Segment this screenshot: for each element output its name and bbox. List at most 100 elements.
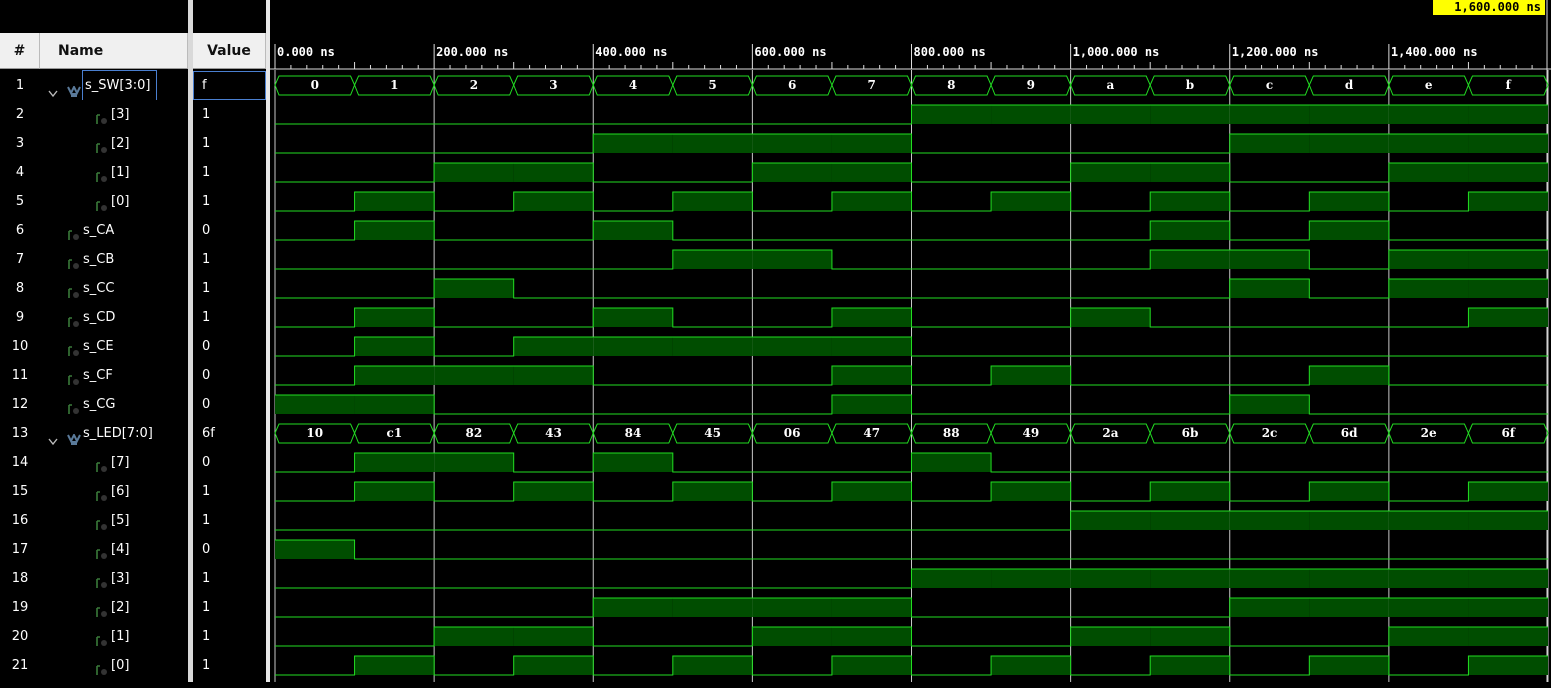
high-level-fill (1150, 221, 1230, 240)
signal-name: s_CF (83, 368, 113, 383)
signal-row[interactable]: 2 [3] 1 (0, 100, 266, 129)
signal-row[interactable]: 6 s_CA 0 (0, 216, 266, 245)
signal-value[interactable]: 0 (193, 448, 266, 477)
signal-name-cell[interactable]: s_SW[3:0] (40, 70, 188, 101)
column-divider[interactable] (188, 0, 193, 682)
high-level-fill (1388, 279, 1469, 298)
signal-name-cell[interactable]: s_CA (40, 216, 188, 245)
signal-name-cell[interactable]: [1] (40, 158, 188, 187)
signal-row[interactable]: 17 [4] 0 (0, 535, 266, 564)
chevron-down-icon[interactable] (48, 80, 58, 109)
signal-name-cell[interactable]: [7] (40, 448, 188, 477)
signal-value[interactable]: 6f (193, 419, 266, 448)
signal-name-cell[interactable]: [3] (40, 100, 188, 129)
signal-row[interactable]: 13 s_LED[7:0] 6f (0, 419, 266, 448)
signal-name-cell[interactable]: [4] (40, 535, 188, 564)
signal-name-cell[interactable]: [3] (40, 564, 188, 593)
signal-name-cell[interactable]: [6] (40, 477, 188, 506)
bus-value-label: 88 (943, 426, 960, 440)
signal-value[interactable]: 0 (193, 332, 266, 361)
waveform-canvas[interactable]: 0.000 ns 200.000 ns 400.000 ns 600.000 ns 80… (270, 0, 1551, 682)
signal-name: s_CE (83, 339, 114, 354)
signal-value[interactable]: 0 (193, 390, 266, 419)
signal-row[interactable]: 12 s_CG 0 (0, 390, 266, 419)
column-header-name[interactable]: Name (40, 33, 188, 69)
signal-row[interactable]: 10 s_CE 0 (0, 332, 266, 361)
signal-name-cell[interactable]: s_CE (40, 332, 188, 361)
signal-row[interactable]: 11 s_CF 0 (0, 361, 266, 390)
signal-value[interactable]: 1 (193, 564, 266, 593)
chevron-down-icon[interactable] (48, 428, 58, 457)
signal-row[interactable]: 9 s_CD 1 (0, 303, 266, 332)
signal-row[interactable]: 3 [2] 1 (0, 129, 266, 158)
signal-name-cell[interactable]: s_CF (40, 361, 188, 390)
signal-row[interactable]: 15 [6] 1 (0, 477, 266, 506)
row-number: 3 (0, 129, 40, 158)
row-number: 1 (0, 71, 40, 100)
bus-segment (1467, 75, 1549, 96)
bus-value-label: 49 (1022, 426, 1039, 440)
bit-waveform (275, 655, 1548, 676)
signal-value[interactable]: 1 (193, 129, 266, 158)
row-number: 19 (0, 593, 40, 622)
signal-row[interactable]: 19 [2] 1 (0, 593, 266, 622)
waveform-view[interactable]: 0.000 ns 200.000 ns 400.000 ns 600.000 ns 80… (270, 0, 1551, 682)
cursor-time-label[interactable]: 1,600.000 ns (1433, 0, 1545, 15)
signal-value[interactable]: f (193, 71, 266, 100)
signal-row[interactable]: 16 [5] 1 (0, 506, 266, 535)
signal-name-cell[interactable]: s_LED[7:0] (40, 419, 188, 448)
signal-value[interactable]: 0 (193, 361, 266, 390)
signal-name-cell[interactable]: [2] (40, 593, 188, 622)
signal-row[interactable]: 14 [7] 0 (0, 448, 266, 477)
high-level-fill (275, 540, 355, 559)
signal-name-cell[interactable]: [2] (40, 129, 188, 158)
high-level-fill (991, 366, 1071, 385)
signal-value[interactable]: 1 (193, 651, 266, 680)
signal-name-cell[interactable]: s_CB (40, 245, 188, 274)
signal-row[interactable]: 5 [0] 1 (0, 187, 266, 216)
high-level-fill (1309, 656, 1389, 675)
column-header-num[interactable]: # (0, 33, 40, 69)
signal-name-cell[interactable]: [1] (40, 622, 188, 651)
signal-value[interactable]: 1 (193, 158, 266, 187)
signal-name: s_SW[3:0] (81, 70, 158, 101)
signal-value[interactable]: 0 (193, 216, 266, 245)
column-header-value[interactable]: Value (193, 33, 266, 69)
signal-row[interactable]: 20 [1] 1 (0, 622, 266, 651)
bus-value-label: 6b (1182, 426, 1199, 440)
signal-value[interactable]: 1 (193, 274, 266, 303)
high-level-fill (1229, 134, 1310, 153)
signal-value[interactable]: 1 (193, 303, 266, 332)
bit-signal-icon (68, 224, 81, 253)
high-level-fill (1070, 511, 1151, 530)
signal-value[interactable]: 1 (193, 245, 266, 274)
signal-value[interactable]: 1 (193, 622, 266, 651)
signal-name-cell[interactable]: [0] (40, 651, 188, 680)
high-level-fill (513, 482, 594, 501)
signal-row[interactable]: 7 s_CB 1 (0, 245, 266, 274)
signal-value[interactable]: 1 (193, 187, 266, 216)
signal-value[interactable]: 0 (193, 535, 266, 564)
signal-name-cell[interactable]: [5] (40, 506, 188, 535)
high-level-fill (831, 366, 912, 385)
high-level-fill (1070, 627, 1151, 646)
bit-waveform (275, 336, 1548, 357)
signal-row[interactable]: 4 [1] 1 (0, 158, 266, 187)
signal-value[interactable]: 1 (193, 506, 266, 535)
signal-value[interactable]: 1 (193, 593, 266, 622)
high-level-fill (1468, 569, 1548, 588)
signal-row[interactable]: 8 s_CC 1 (0, 274, 266, 303)
signal-value[interactable]: 1 (193, 477, 266, 506)
bus-value-label: f (1506, 78, 1512, 92)
signal-row[interactable]: 18 [3] 1 (0, 564, 266, 593)
signal-row[interactable]: 1 s_SW[3:0] f (0, 70, 266, 101)
signal-name-cell[interactable]: [0] (40, 187, 188, 216)
bit-waveform (275, 307, 1548, 328)
signal-value[interactable]: 1 (193, 100, 266, 129)
panel-divider[interactable] (266, 0, 270, 682)
signal-name-cell[interactable]: s_CC (40, 274, 188, 303)
signal-name-cell[interactable]: s_CG (40, 390, 188, 419)
high-level-fill (1388, 511, 1469, 530)
signal-name-cell[interactable]: s_CD (40, 303, 188, 332)
signal-row[interactable]: 21 [0] 1 (0, 651, 266, 680)
